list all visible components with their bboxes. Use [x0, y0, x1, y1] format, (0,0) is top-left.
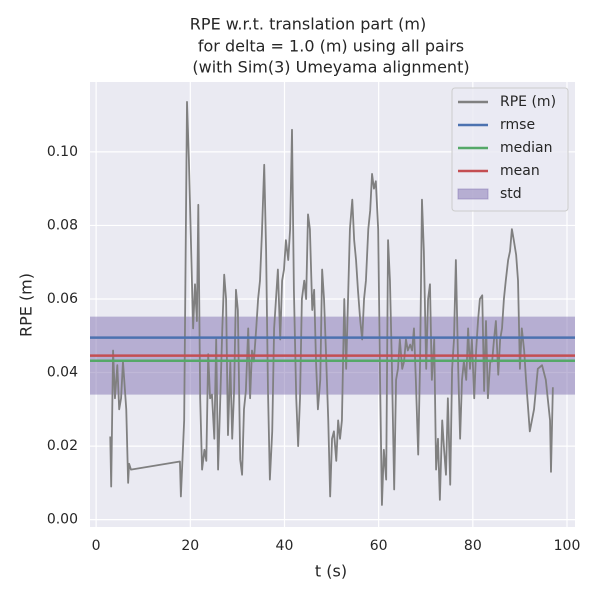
y-tick-label: 0.08	[47, 217, 78, 233]
y-tick-label: 0.02	[47, 438, 78, 454]
legend-label: RPE (m)	[500, 94, 556, 110]
legend-swatch	[457, 188, 489, 200]
x-tick-label: 0	[92, 538, 101, 554]
x-tick-label: 40	[276, 538, 294, 554]
x-tick-label: 100	[554, 538, 581, 554]
chart-title: for delta = 1.0 (m) using all pairs	[198, 37, 464, 56]
y-axis-label: RPE (m)	[17, 273, 36, 337]
legend-label: std	[500, 186, 522, 202]
rpe-line	[109, 100, 554, 506]
legend-label: median	[500, 140, 552, 156]
y-tick-label: 0.06	[47, 291, 78, 307]
y-tick-label: 0.04	[47, 365, 78, 381]
x-tick-label: 20	[181, 538, 199, 554]
legend-label: mean	[500, 163, 540, 179]
legend-box	[451, 87, 569, 212]
chart-title: (with Sim(3) Umeyama alignment)	[192, 58, 469, 77]
legend-label: rmse	[500, 117, 535, 133]
x-tick-label: 60	[370, 538, 388, 554]
y-tick-label: 0.00	[47, 512, 78, 528]
x-axis-label: t (s)	[315, 562, 347, 581]
x-tick-label: 80	[464, 538, 482, 554]
y-tick-label: 0.10	[47, 144, 78, 160]
chart-title: RPE w.r.t. translation part (m)	[190, 15, 426, 34]
